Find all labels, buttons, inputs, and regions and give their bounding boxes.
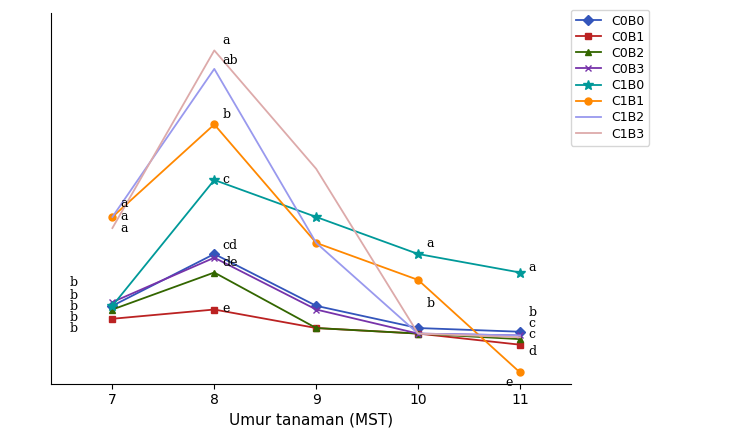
C0B3 bbox=[414, 331, 422, 336]
C0B0 bbox=[108, 303, 117, 309]
Text: b: b bbox=[70, 300, 78, 313]
Line: C1B3: C1B3 bbox=[113, 50, 520, 337]
C0B0 bbox=[312, 303, 321, 309]
C0B0 bbox=[515, 329, 524, 334]
Text: a: a bbox=[529, 261, 536, 274]
Line: C0B0: C0B0 bbox=[109, 251, 523, 335]
C1B2 bbox=[210, 66, 219, 71]
C1B2 bbox=[414, 331, 422, 336]
C1B2 bbox=[312, 240, 321, 246]
Legend: C0B0, C0B1, C0B2, C0B3, C1B0, C1B1, C1B2, C1B3: C0B0, C0B1, C0B2, C0B3, C1B0, C1B1, C1B2… bbox=[571, 10, 649, 145]
C0B0 bbox=[210, 252, 219, 257]
C1B3 bbox=[210, 48, 219, 53]
C1B0 bbox=[515, 270, 524, 275]
C1B1 bbox=[108, 214, 117, 219]
Text: e: e bbox=[223, 302, 230, 315]
C1B0 bbox=[108, 303, 117, 309]
C0B3 bbox=[312, 307, 321, 312]
C0B1 bbox=[515, 342, 524, 347]
C1B0 bbox=[210, 178, 219, 183]
Text: b: b bbox=[426, 297, 434, 310]
Text: a: a bbox=[121, 197, 128, 210]
C0B2 bbox=[414, 331, 422, 336]
Text: a: a bbox=[426, 237, 434, 250]
C0B1 bbox=[108, 316, 117, 322]
C0B1 bbox=[414, 331, 422, 336]
X-axis label: Umur tanaman (MST): Umur tanaman (MST) bbox=[229, 413, 393, 428]
Text: cd: cd bbox=[223, 239, 238, 252]
Line: C1B1: C1B1 bbox=[109, 121, 523, 376]
Line: C0B3: C0B3 bbox=[109, 254, 523, 339]
Text: b: b bbox=[70, 276, 78, 289]
Text: b: b bbox=[70, 322, 78, 335]
C1B3 bbox=[515, 334, 524, 340]
Text: a: a bbox=[121, 210, 128, 223]
Text: b: b bbox=[529, 306, 537, 319]
C0B2 bbox=[210, 270, 219, 275]
C1B3 bbox=[312, 166, 321, 172]
Text: a: a bbox=[121, 223, 128, 235]
C0B2 bbox=[515, 336, 524, 342]
Text: b: b bbox=[70, 311, 78, 324]
Text: de: de bbox=[223, 256, 238, 269]
Text: c: c bbox=[529, 328, 535, 341]
Text: c: c bbox=[223, 173, 229, 186]
C0B3 bbox=[108, 299, 117, 305]
Text: a: a bbox=[223, 34, 230, 47]
C0B1 bbox=[210, 307, 219, 312]
C1B3 bbox=[414, 331, 422, 336]
C1B1 bbox=[414, 277, 422, 283]
Text: e: e bbox=[506, 376, 513, 389]
Text: b: b bbox=[223, 108, 231, 121]
C0B0 bbox=[414, 326, 422, 331]
Text: d: d bbox=[529, 345, 537, 358]
Text: ab: ab bbox=[223, 54, 238, 67]
C1B0 bbox=[312, 214, 321, 219]
Line: C0B1: C0B1 bbox=[109, 306, 523, 348]
C1B1 bbox=[312, 240, 321, 246]
C1B3 bbox=[108, 225, 117, 231]
Text: c: c bbox=[529, 317, 535, 330]
Line: C1B2: C1B2 bbox=[113, 69, 520, 335]
C1B2 bbox=[515, 333, 524, 338]
C1B2 bbox=[108, 214, 117, 219]
C0B2 bbox=[312, 326, 321, 331]
Line: C1B0: C1B0 bbox=[108, 175, 525, 311]
C0B2 bbox=[108, 307, 117, 312]
C0B3 bbox=[210, 255, 219, 260]
C1B1 bbox=[515, 370, 524, 375]
C1B0 bbox=[414, 252, 422, 257]
Text: b: b bbox=[70, 289, 78, 302]
C0B3 bbox=[515, 333, 524, 338]
Line: C0B2: C0B2 bbox=[109, 269, 523, 343]
C1B1 bbox=[210, 122, 219, 127]
C0B1 bbox=[312, 326, 321, 331]
